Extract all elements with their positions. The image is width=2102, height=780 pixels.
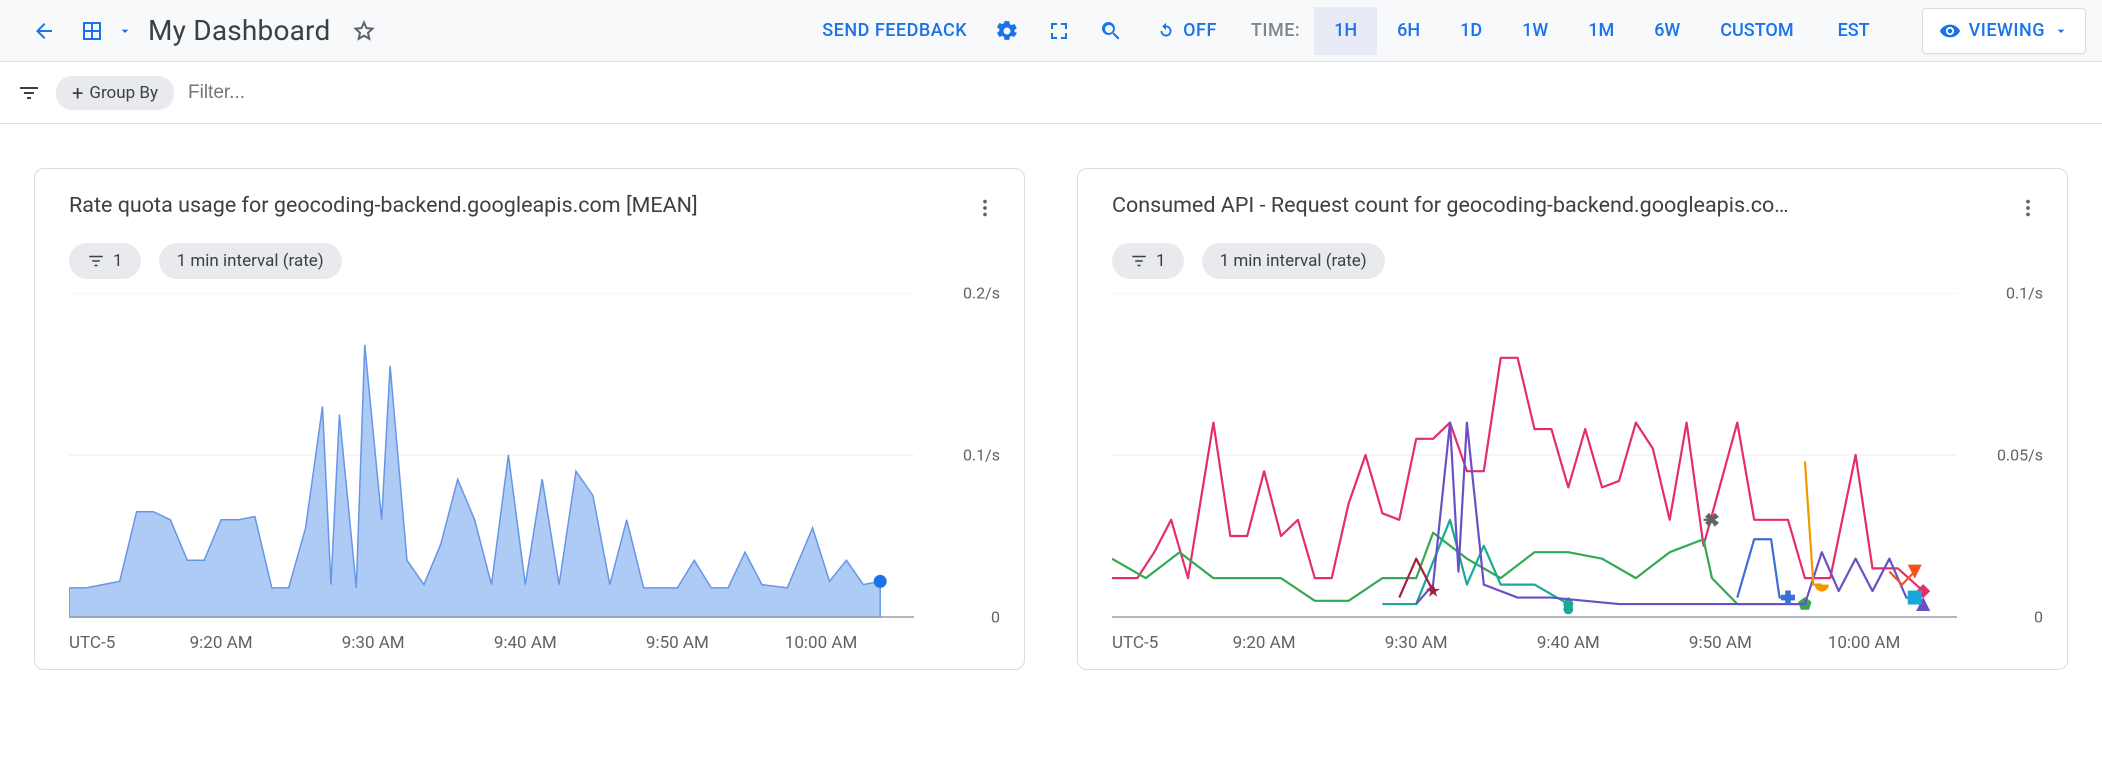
time-option-1m[interactable]: 1M bbox=[1568, 7, 1634, 55]
timezone-label: UTC-5 bbox=[69, 633, 115, 653]
chart-area: 00.1/s0.2/s9:20 AM9:30 AM9:40 AM9:50 AM1… bbox=[69, 293, 1000, 653]
auto-refresh-label: OFF bbox=[1183, 20, 1217, 41]
timezone-label: UTC-5 bbox=[1112, 633, 1158, 653]
star-outline-icon[interactable] bbox=[344, 11, 384, 51]
interval-label: 1 min interval (rate) bbox=[1220, 251, 1367, 271]
time-option-1h[interactable]: 1H bbox=[1314, 7, 1377, 55]
top-toolbar: My Dashboard SEND FEEDBACK OFF TIME: 1H6… bbox=[0, 0, 2102, 62]
y-tick-label: 0 bbox=[2028, 608, 2043, 627]
x-tick-label: 9:30 AM bbox=[342, 633, 405, 653]
filter-count-value: 1 bbox=[1156, 251, 1166, 271]
time-option-1w[interactable]: 1W bbox=[1502, 7, 1568, 55]
x-tick-label: 9:50 AM bbox=[1689, 633, 1752, 653]
time-option-6w[interactable]: 6W bbox=[1634, 7, 1700, 55]
card-menu-icon[interactable] bbox=[2013, 193, 2043, 227]
plus-icon: + bbox=[72, 83, 83, 103]
filter-count-value: 1 bbox=[113, 251, 123, 271]
page-title: My Dashboard bbox=[148, 14, 330, 47]
gear-icon[interactable] bbox=[987, 11, 1027, 51]
interval-label: 1 min interval (rate) bbox=[177, 251, 324, 271]
viewing-mode-button[interactable]: VIEWING bbox=[1922, 8, 2086, 54]
search-icon[interactable] bbox=[1091, 11, 1131, 51]
time-option-6h[interactable]: 6H bbox=[1377, 7, 1440, 55]
x-tick-label: 9:40 AM bbox=[494, 633, 557, 653]
card-menu-icon[interactable] bbox=[970, 193, 1000, 227]
time-range-selector: 1H6H1D1W1M6WCUSTOM bbox=[1314, 7, 1813, 55]
back-arrow-icon[interactable] bbox=[24, 11, 64, 51]
filter-list-icon[interactable] bbox=[12, 73, 46, 113]
card-title: Rate quota usage for geocoding-backend.g… bbox=[69, 193, 958, 218]
chart-area: 00.05/s0.1/s9:20 AM9:30 AM9:40 AM9:50 AM… bbox=[1112, 293, 2043, 653]
interval-chip[interactable]: 1 min interval (rate) bbox=[159, 243, 342, 279]
chevron-down-icon bbox=[2053, 23, 2069, 39]
filter-input[interactable] bbox=[184, 76, 484, 110]
group-by-label: Group By bbox=[89, 83, 158, 103]
filter-count-chip[interactable]: 1 bbox=[69, 243, 141, 279]
x-tick-label: 10:00 AM bbox=[1828, 633, 1900, 653]
y-tick-label: 0.1/s bbox=[2000, 284, 2043, 303]
viewing-label: VIEWING bbox=[1969, 20, 2045, 41]
eye-icon bbox=[1939, 20, 1961, 42]
auto-refresh-toggle[interactable]: OFF bbox=[1143, 11, 1229, 51]
toolbar-icon-group: OFF bbox=[987, 11, 1229, 51]
interval-chip[interactable]: 1 min interval (rate) bbox=[1202, 243, 1385, 279]
card-title: Consumed API - Request count for geocodi… bbox=[1112, 193, 2001, 218]
y-tick-label: 0 bbox=[985, 608, 1000, 627]
x-tick-label: 10:00 AM bbox=[785, 633, 857, 653]
fullscreen-icon[interactable] bbox=[1039, 11, 1079, 51]
timezone-button[interactable]: EST bbox=[1822, 7, 1886, 55]
chart-card: Rate quota usage for geocoding-backend.g… bbox=[34, 168, 1025, 670]
y-tick-label: 0.2/s bbox=[957, 284, 1000, 303]
x-tick-label: 9:40 AM bbox=[1537, 633, 1600, 653]
filter-bar: + Group By bbox=[0, 62, 2102, 124]
dashboard-cards-row: Rate quota usage for geocoding-backend.g… bbox=[0, 124, 2102, 714]
group-by-chip[interactable]: + Group By bbox=[56, 76, 174, 110]
send-feedback-button[interactable]: SEND FEEDBACK bbox=[810, 11, 979, 51]
time-option-1d[interactable]: 1D bbox=[1440, 7, 1502, 55]
x-tick-label: 9:50 AM bbox=[646, 633, 709, 653]
chart-card: Consumed API - Request count for geocodi… bbox=[1077, 168, 2068, 670]
y-tick-label: 0.1/s bbox=[957, 446, 1000, 465]
time-option-custom[interactable]: CUSTOM bbox=[1700, 7, 1813, 55]
filter-count-chip[interactable]: 1 bbox=[1112, 243, 1184, 279]
dashboard-layout-icon[interactable] bbox=[72, 11, 112, 51]
time-label: TIME: bbox=[1251, 20, 1300, 41]
x-tick-label: 9:20 AM bbox=[190, 633, 253, 653]
y-tick-label: 0.05/s bbox=[1991, 446, 2043, 465]
dropdown-caret-icon[interactable] bbox=[114, 11, 136, 51]
x-tick-label: 9:30 AM bbox=[1385, 633, 1448, 653]
x-tick-label: 9:20 AM bbox=[1233, 633, 1296, 653]
